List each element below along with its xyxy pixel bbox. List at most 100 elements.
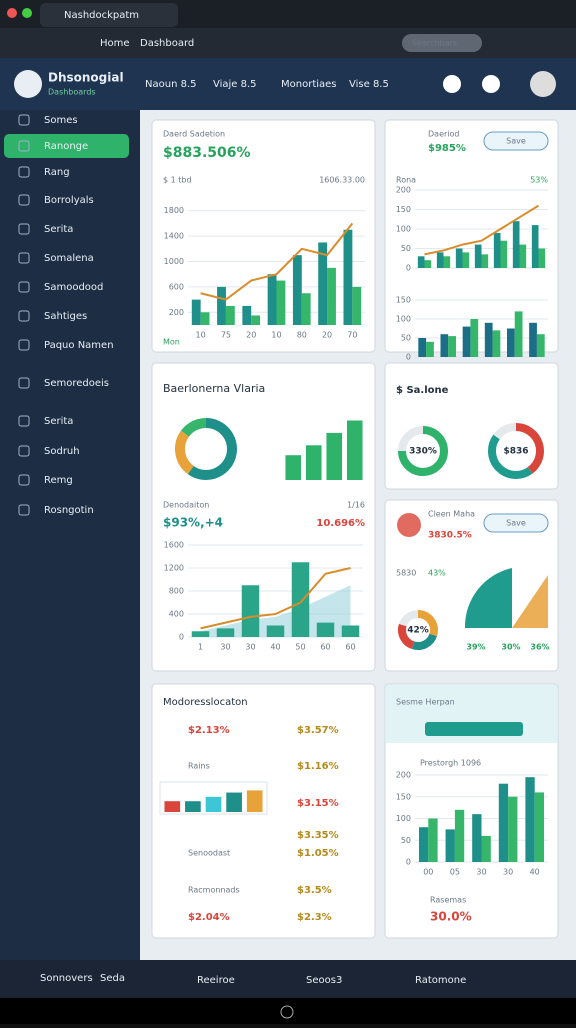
sidebar-item[interactable]: Serita xyxy=(44,224,73,235)
card-meta: 5830 xyxy=(396,569,416,578)
x-tick-label: 20 xyxy=(322,331,332,340)
bar xyxy=(445,829,455,862)
bar xyxy=(343,229,353,325)
card-title: Modoresslocaton xyxy=(163,697,248,708)
row-text: Racmonnads xyxy=(188,886,240,895)
donut-segment xyxy=(175,430,194,475)
sidebar-item[interactable]: Sahtiges xyxy=(44,311,87,322)
header-tab[interactable]: Naoun 8.5 xyxy=(145,79,196,90)
bar xyxy=(242,305,252,325)
bar xyxy=(538,248,546,268)
bar xyxy=(326,432,343,480)
sidebar-item[interactable]: Rang xyxy=(44,167,70,178)
donut-label: 330% xyxy=(409,447,437,457)
icon[interactable] xyxy=(482,75,500,93)
home-button[interactable] xyxy=(280,1005,294,1019)
card-value: 3830.5% xyxy=(428,531,472,541)
header-tab[interactable]: Viaje 8.5 xyxy=(213,79,257,90)
toolbar xyxy=(0,28,576,58)
button-label: Save xyxy=(506,519,526,528)
close-dot[interactable] xyxy=(7,8,17,18)
x-tick-label: 70 xyxy=(347,331,357,340)
row-text: Senoodast xyxy=(188,849,230,858)
card-meta: $ 1 tbd xyxy=(163,176,192,185)
sidebar-item[interactable]: Samoodood xyxy=(44,282,103,293)
bar xyxy=(484,322,493,357)
bar xyxy=(327,267,336,325)
max-dot[interactable] xyxy=(22,8,32,18)
sidebar-item[interactable]: Somalena xyxy=(44,253,94,264)
bar xyxy=(285,455,302,480)
sidebar-item[interactable]: Semoredoeis xyxy=(44,378,109,389)
card-title: Denodaiton xyxy=(163,501,209,510)
sidebar-item[interactable]: Serita xyxy=(44,416,73,427)
footer-item[interactable]: Reeiroe xyxy=(197,975,235,986)
y-tick-label: 50 xyxy=(401,244,411,253)
button-label: Save xyxy=(506,137,526,146)
bar xyxy=(514,311,523,357)
button[interactable] xyxy=(483,131,549,151)
donut-segment xyxy=(187,418,237,480)
bar xyxy=(251,315,261,325)
header-tab[interactable]: Vise 8.5 xyxy=(349,79,389,90)
card-footer: Mon xyxy=(163,338,180,347)
header-tab[interactable]: Monortiaes xyxy=(281,79,337,90)
card-title: $ Sa.lone xyxy=(396,385,449,396)
icon[interactable] xyxy=(443,75,461,93)
bar xyxy=(267,274,277,325)
donut-segment xyxy=(398,610,419,627)
x-tick-label: 1 xyxy=(198,643,203,652)
bar xyxy=(316,622,335,637)
x-tick-label: 80 xyxy=(297,331,307,340)
row-text: $2.04% xyxy=(188,912,230,923)
nav-link[interactable]: Dashboard xyxy=(140,38,194,49)
active-item xyxy=(4,134,129,158)
donut-segment xyxy=(398,426,448,476)
bar-frame xyxy=(159,781,268,815)
x-tick-label: 60 xyxy=(345,643,355,652)
donut-segment xyxy=(180,418,207,437)
nav-link[interactable]: Home xyxy=(100,38,130,49)
app-subtitle: Dashboards xyxy=(48,88,96,97)
footer-item[interactable]: Sonnovers xyxy=(40,973,93,984)
search-box[interactable] xyxy=(402,34,482,52)
avatar xyxy=(397,513,421,537)
sidebar-item[interactable]: Paquo Namen xyxy=(44,340,114,351)
bar xyxy=(448,336,457,357)
footer-item[interactable]: Ratomone xyxy=(415,975,466,986)
sidebar-item[interactable]: Somes xyxy=(44,115,78,126)
x-tick-label: 50 xyxy=(295,643,305,652)
button[interactable] xyxy=(483,513,549,533)
bar xyxy=(301,293,311,325)
y-tick-label: 1600 xyxy=(164,541,184,550)
sidebar-item[interactable]: Rosngotin xyxy=(44,505,94,516)
avatar[interactable] xyxy=(530,71,556,97)
app-header xyxy=(0,58,576,110)
y-tick-label: 0 xyxy=(406,264,411,273)
item-icon xyxy=(18,166,30,178)
bar xyxy=(276,280,286,325)
card-title: Daeriod xyxy=(428,130,459,139)
y-tick-label: 1200 xyxy=(164,564,184,573)
row-text: $2.13% xyxy=(188,725,230,736)
bar xyxy=(519,244,527,268)
bar xyxy=(512,221,520,268)
row-text: $1.05% xyxy=(297,848,339,859)
y-tick-label: 100 xyxy=(396,225,411,234)
bar xyxy=(216,628,235,637)
card-value: 30.0% xyxy=(430,910,472,924)
card-meta: 53% xyxy=(530,176,548,185)
sidebar-item[interactable]: Borrolyals xyxy=(44,195,94,206)
sidebar-item[interactable]: Remg xyxy=(44,475,73,486)
sidebar-item[interactable]: Sodruh xyxy=(44,446,80,457)
footer-item[interactable]: Seoos3 xyxy=(306,975,342,986)
tab[interactable] xyxy=(40,3,178,27)
sidebar-item[interactable]: Ranonge xyxy=(44,141,88,152)
bar xyxy=(164,801,181,812)
bar xyxy=(440,334,449,357)
bar xyxy=(428,818,438,862)
footer-item[interactable]: Seda xyxy=(100,973,125,984)
item-icon xyxy=(18,445,30,457)
y-tick-label: 50 xyxy=(401,836,411,845)
